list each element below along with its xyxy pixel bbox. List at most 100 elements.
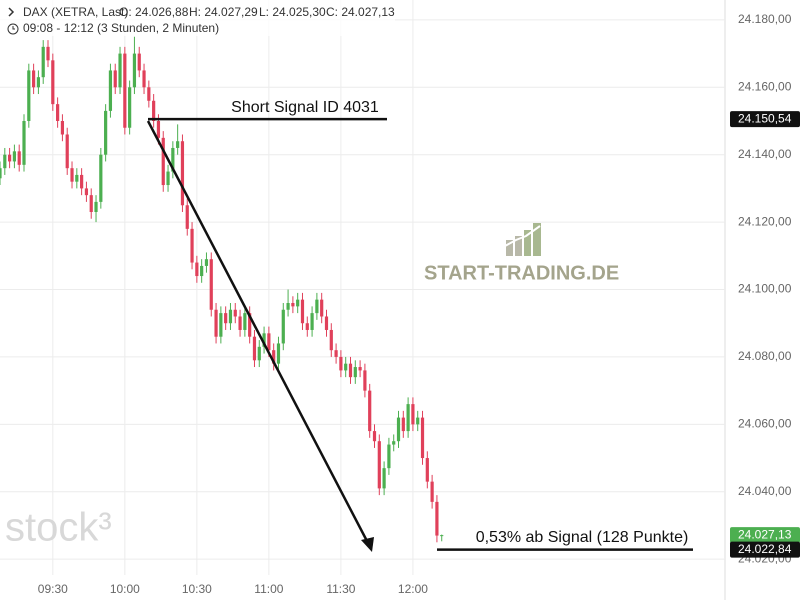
candle-body	[348, 363, 353, 378]
candle-body	[276, 343, 281, 364]
candle-body	[310, 313, 314, 330]
candle-body	[118, 53, 122, 88]
candle-body	[204, 259, 209, 266]
candle-body	[252, 336, 257, 361]
candle-body	[344, 363, 348, 371]
y-tick-label: 24.100,00	[738, 282, 792, 296]
signal-price-label-bg	[730, 111, 800, 128]
last-price-label-bg	[730, 527, 800, 544]
header: DAX (XETRA, Last) O: 24.026,88 H: 24.027…	[0, 0, 395, 36]
candle-body	[123, 53, 127, 128]
header-bg	[0, 0, 395, 36]
candle-body	[142, 70, 146, 88]
candle-body	[113, 70, 117, 88]
logo	[504, 223, 541, 256]
x-tick-label: 11:30	[326, 582, 355, 596]
candle-body	[286, 303, 290, 310]
candle-body	[0, 168, 2, 179]
candle-body	[406, 404, 410, 432]
candle-body	[363, 370, 367, 391]
candle-body	[60, 120, 65, 135]
candle-body	[358, 367, 362, 371]
time-duration: (3 Stunden, 2 Minuten)	[97, 21, 219, 35]
candle-body	[180, 141, 185, 206]
candle-body	[315, 299, 319, 314]
candle-body	[425, 458, 429, 482]
candle-body	[147, 87, 151, 101]
signal-price-label: 24.150,54	[738, 111, 792, 125]
candle-body	[267, 333, 271, 351]
candle-body	[262, 333, 266, 347]
candle-body	[324, 316, 329, 330]
candle-body	[22, 120, 26, 165]
candle-body	[368, 390, 372, 432]
candle-body	[291, 303, 295, 307]
candle-body	[56, 104, 60, 121]
y-tick-label: 24.080,00	[738, 349, 792, 363]
candle-body	[84, 188, 89, 196]
target-price-label: 24.022,84	[738, 542, 792, 556]
annotations: Short Signal ID 4031 0,53% ab Signal (128…	[148, 99, 693, 551]
candle-body	[137, 53, 141, 71]
candle-body	[300, 299, 305, 324]
ohlc-low: L: 24.025,30	[259, 5, 326, 19]
candle-body	[248, 313, 252, 337]
target-price-label-bg	[730, 541, 800, 558]
candle-body	[46, 46, 50, 61]
y-tick-label: 24.120,00	[738, 214, 792, 228]
candle-body	[80, 174, 84, 189]
arrow-shaft	[146, 120, 370, 544]
ohlc-open: O: 24.026,88	[119, 5, 189, 19]
candle-body	[166, 171, 170, 186]
y-tick-label: 24.040,00	[738, 484, 792, 498]
candle-body	[233, 309, 237, 317]
candle-body	[224, 313, 228, 324]
candle-body	[440, 535, 444, 537]
candle-body	[435, 501, 439, 536]
candle-body	[156, 120, 161, 138]
candle-body	[27, 70, 31, 121]
candle-body	[209, 259, 213, 310]
candle-body	[36, 77, 41, 88]
candle-body	[12, 151, 17, 162]
candle-body	[17, 151, 21, 165]
candle-body	[296, 299, 300, 307]
candle-body	[411, 404, 415, 425]
candle-body	[8, 154, 12, 162]
candles	[0, 36, 444, 543]
candle-body	[190, 228, 194, 263]
y-tick-label: 24.140,00	[738, 147, 792, 161]
candle-body	[416, 417, 420, 425]
ohlc-high: H: 24.027,29	[189, 5, 258, 19]
ohlc-close: C: 24.027,13	[326, 5, 395, 19]
x-tick-label: 11:00	[254, 582, 283, 596]
candle-body	[392, 441, 396, 445]
candle-body	[70, 168, 74, 182]
candle-body	[41, 46, 45, 78]
candle-body	[430, 481, 434, 502]
logo-bar	[533, 223, 541, 256]
candle-body	[94, 201, 98, 213]
candle-body	[3, 154, 7, 169]
candle-body	[171, 147, 175, 172]
candle-body	[99, 154, 103, 202]
candle-body	[214, 309, 218, 337]
logo-bar	[515, 236, 522, 256]
candle-body	[104, 110, 108, 155]
y-tick-label: 24.180,00	[738, 12, 792, 26]
candle-body	[128, 87, 132, 128]
candle-body	[228, 309, 233, 324]
expand-icon[interactable]	[8, 7, 15, 17]
candle-body	[108, 70, 113, 111]
candle-body	[281, 309, 285, 344]
candle-body	[377, 441, 381, 489]
candle-body	[176, 141, 180, 148]
candle-body	[305, 323, 309, 330]
x-tick-label: 10:00	[110, 582, 140, 596]
candle-body	[257, 346, 261, 361]
candle-body	[396, 417, 401, 442]
logo-bar	[506, 240, 513, 256]
candle-body	[334, 350, 338, 357]
candle-body	[329, 329, 333, 351]
